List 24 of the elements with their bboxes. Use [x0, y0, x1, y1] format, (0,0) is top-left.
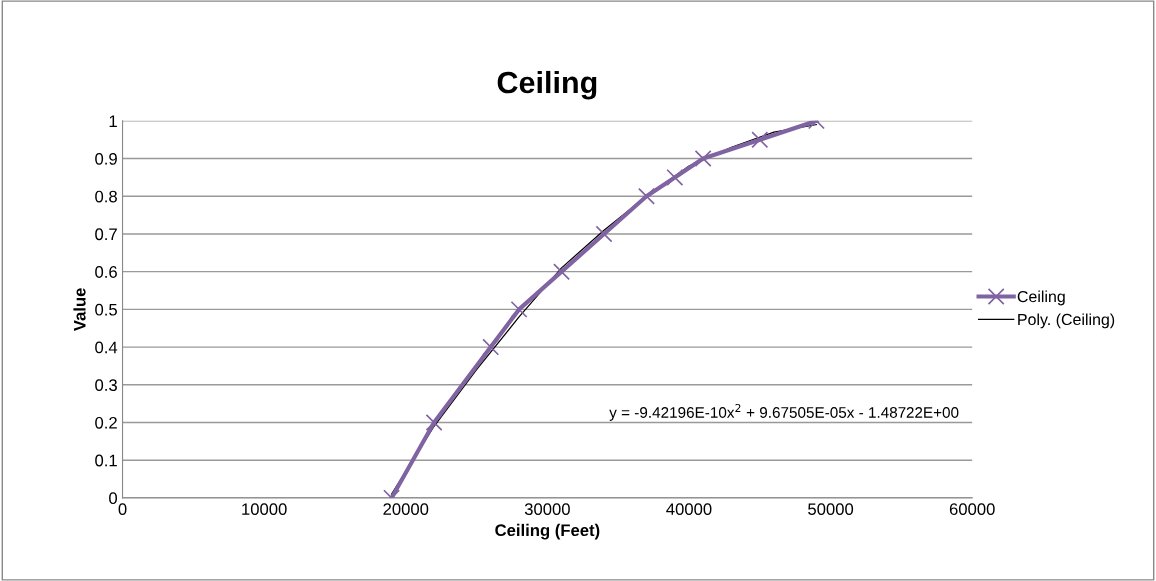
x-tick-label: 0 — [118, 503, 127, 516]
x-tick-label: 50000 — [808, 503, 854, 516]
chart-title: Ceiling — [497, 70, 597, 100]
y-tick-label: 0.7 — [95, 228, 117, 241]
y-tick-label: 0.5 — [95, 303, 117, 316]
y-tick-label: 0.6 — [95, 266, 117, 278]
y-tick-label: 0.1 — [95, 454, 117, 467]
legend-label: Ceiling — [1017, 290, 1065, 306]
y-tick-label: 0.9 — [95, 152, 117, 165]
x-tick-label: 60000 — [949, 503, 995, 516]
y-tick-label: 0.4 — [95, 341, 118, 354]
x-tick-label: 30000 — [524, 503, 570, 516]
x-tick-label: 10000 — [242, 503, 287, 516]
x-tick-label: 40000 — [666, 503, 712, 516]
y-tick-label: 0.3 — [95, 379, 117, 391]
y-tick-label: 0 — [109, 492, 118, 505]
annotation: y = -9.42196E-10x$^{2}$ + 9.67505E-05x - 1.48722E+00 — [609, 403, 959, 421]
y-tick-label: 1 — [109, 115, 117, 127]
y-tick-label: 0.2 — [95, 416, 117, 429]
y-axis-title: Value — [73, 288, 86, 332]
x-tick-label: 20000 — [383, 503, 429, 516]
y-tick-label: 0.8 — [95, 190, 117, 203]
legend-label: Poly. (Ceiling) — [1018, 313, 1115, 329]
x-axis-title: Ceiling (Feet) — [495, 523, 600, 540]
